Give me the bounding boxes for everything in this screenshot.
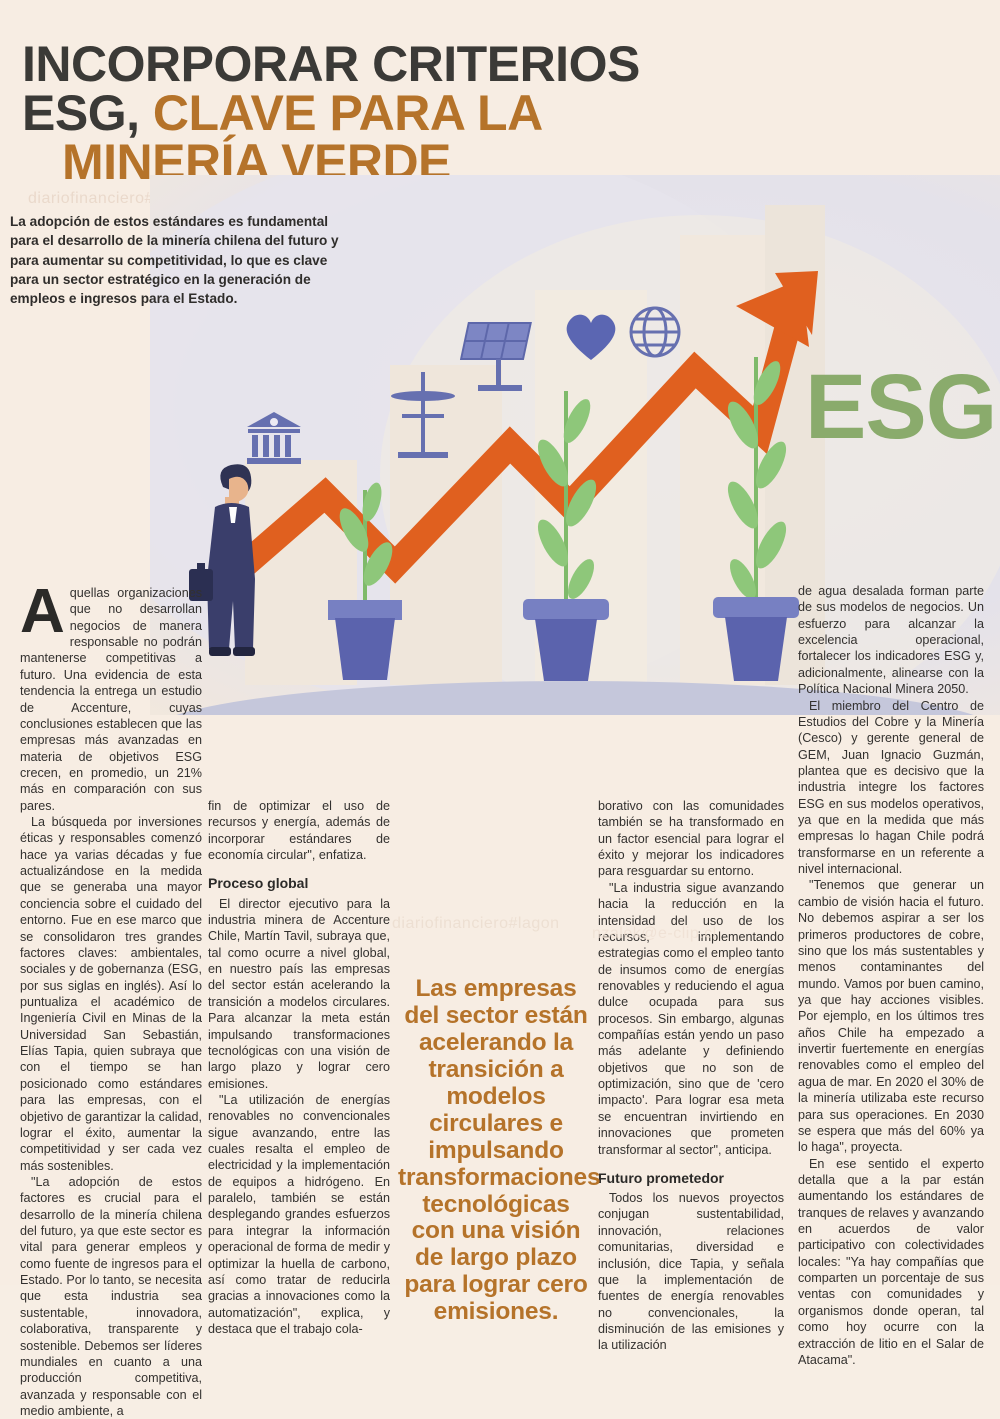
paragraph-text: quellas organizaciones que no desarrolla… [20, 586, 202, 813]
section-subhead: Proceso global [208, 875, 309, 892]
plant-icon [523, 391, 609, 681]
bank-icon [247, 412, 301, 464]
headline-line-1: INCORPORAR CRITERIOS [22, 35, 640, 92]
paragraph: El director ejecutivo para la industria … [208, 896, 390, 1091]
paragraph: "La industria sigue avanzando hacia la r… [598, 880, 784, 1157]
solar-panel-icon [460, 322, 532, 391]
paragraph: de agua desalada forman parte de sus mod… [798, 584, 984, 697]
plant-illustration [523, 383, 609, 683]
paragraph: El miembro del Centro de Estudios del Co… [798, 698, 984, 877]
page-title: INCORPORAR CRITERIOS ESG, CLAVE PARA LA … [22, 35, 782, 187]
article-column-4: de agua desalada forman parte de sus mod… [798, 583, 984, 1368]
businessman-illustration [189, 464, 255, 656]
headline-line-2: ESG, CLAVE PARA LA [22, 88, 782, 138]
paragraph: "La utilización de energías renovables n… [208, 1092, 390, 1336]
scales-icon [391, 372, 455, 458]
article-column-3: borativo con las comunidades también se … [598, 798, 784, 1354]
illustration-base-mask [150, 715, 1000, 795]
paragraph: Todos los nuevos proyectos conjugan sust… [598, 1191, 784, 1353]
headline-esg: ESG, [22, 84, 140, 141]
paragraph: La búsqueda por inversiones éticas y res… [20, 815, 202, 1173]
paragraph: "La adopción de estos factores es crucia… [20, 1174, 202, 1418]
heart-icon [566, 314, 616, 360]
plant-icon [322, 482, 408, 680]
paragraph: En ese sentido el experto detalla que a … [798, 1156, 984, 1367]
plant-illustration [322, 468, 408, 683]
pull-quote: Las empresas del sector están acelerando… [398, 975, 601, 1326]
section-subhead: Futuro prometedor [598, 1169, 724, 1186]
esg-wordmark: ESG [805, 356, 997, 458]
article-deck: La adopción de estos estándares es funda… [10, 214, 339, 307]
plant-illustration [713, 353, 799, 683]
article-column-2: fin de optimizar el uso de recursos y en… [208, 798, 390, 1337]
globe-icon [629, 306, 681, 358]
watermark-mid-left: diariofinanciero#lagon [392, 915, 560, 932]
hero-illustration: ESG [150, 175, 1000, 795]
paragraph: "Tenemos que generar un cambio de visión… [798, 878, 984, 1155]
drop-cap: A [20, 577, 65, 646]
headline-accent: CLAVE PARA LA [152, 84, 543, 141]
paragraph: borativo con las comunidades también se … [598, 799, 784, 879]
paragraph: fin de optimizar el uso de recursos y en… [208, 799, 390, 863]
article-page: INCORPORAR CRITERIOS ESG, CLAVE PARA LA … [10, 35, 1000, 1418]
plant-icon [713, 357, 799, 681]
